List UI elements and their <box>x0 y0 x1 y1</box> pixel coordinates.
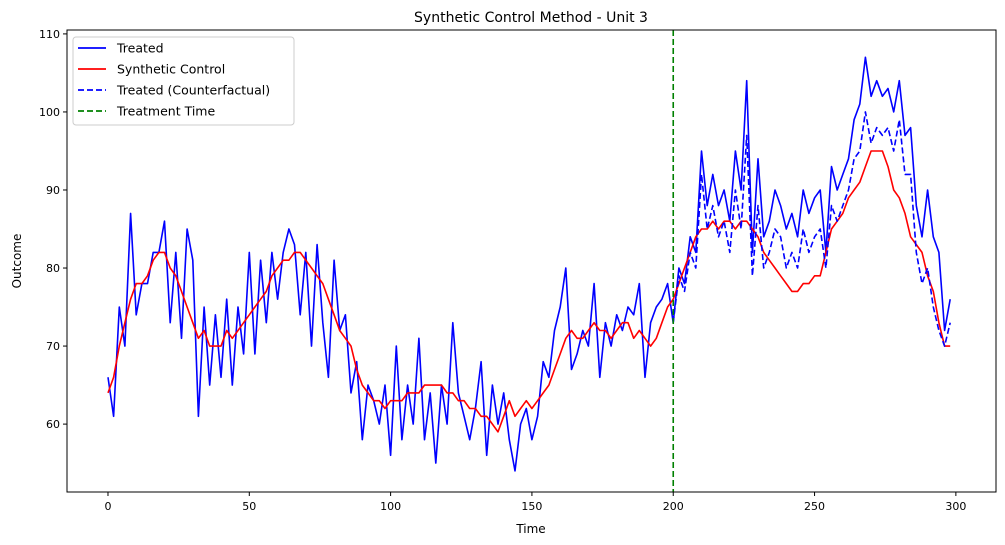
y-tick-label: 110 <box>39 28 60 41</box>
legend-label: Treated <box>116 41 164 56</box>
series-line-2 <box>672 111 951 347</box>
x-tick-label: 300 <box>945 500 966 513</box>
y-tick-label: 100 <box>39 106 60 119</box>
x-tick-label: 0 <box>104 500 111 513</box>
legend: Treated Synthetic Control Treated (Counter… <box>72 36 295 126</box>
y-tick-label: 60 <box>46 418 60 431</box>
legend-label: Treated (Counterfactual) <box>116 83 270 98</box>
series-group <box>107 30 951 492</box>
y-tick-label: 70 <box>46 340 60 353</box>
legend-box <box>72 36 295 126</box>
y-axis-label: Outcome <box>10 234 24 289</box>
x-tick-label: 250 <box>804 500 825 513</box>
x-tick-label: 100 <box>380 500 401 513</box>
series-line-0 <box>107 56 951 472</box>
x-tick-label: 50 <box>242 500 256 513</box>
legend-label: Treatment Time <box>116 104 215 119</box>
x-tick-label: 150 <box>521 500 542 513</box>
chart-title: Synthetic Control Method - Unit 3 <box>414 10 648 26</box>
x-tick-label: 200 <box>663 500 684 513</box>
y-tick-label: 90 <box>46 184 60 197</box>
series-line-1 <box>107 150 951 433</box>
legend-label: Synthetic Control <box>117 62 225 77</box>
plot-area: 0 50 100 150 200 250 300 60 70 80 90 100 110 <box>39 28 997 513</box>
x-axis-label: Time <box>515 522 545 536</box>
y-tick-label: 80 <box>46 262 60 275</box>
